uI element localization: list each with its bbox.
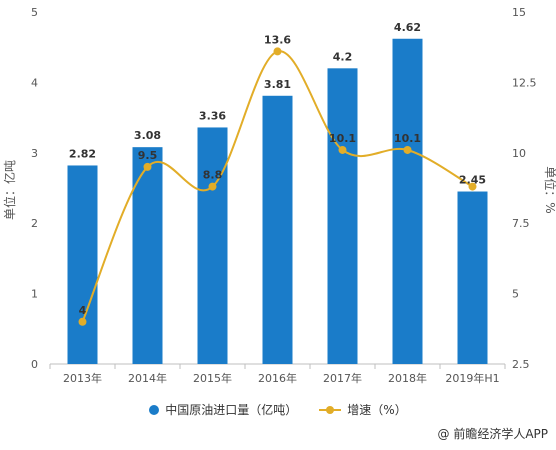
legend-line-label: 增速（%） (347, 403, 407, 417)
growth-point (208, 182, 217, 191)
legend-line-swatch (319, 405, 342, 415)
x-tick-label: 2014年 (128, 371, 167, 385)
growth-line-path (81, 50, 473, 323)
bar-value-label: 3.08 (134, 129, 161, 142)
source-credit: @ 前瞻经济学人APP (438, 425, 549, 442)
bars (67, 38, 488, 365)
y-left-tick-label: 0 (31, 358, 38, 371)
growth-point (273, 47, 282, 56)
growth-value-label: 4 (79, 304, 87, 317)
bar-value-label: 2.45 (459, 174, 486, 187)
y-left-tick-label: 5 (31, 6, 38, 19)
growth-value-label: 9.5 (138, 149, 158, 162)
bar (132, 147, 163, 364)
bar (327, 68, 358, 364)
y-left-tick-label: 3 (31, 147, 38, 160)
y-axis-left-title: 单位：亿吨 (2, 160, 17, 220)
legend-item-import: 中国原油进口量（亿吨） (149, 401, 297, 418)
x-tick-label: 2015年 (193, 371, 232, 385)
y-right-tick-label: 7.5 (512, 217, 530, 230)
y-left-tick-label: 1 (31, 288, 38, 301)
axes: 2013年 2014年 2015年 2016年 2017年 2018年 2019年H1012… (31, 6, 537, 385)
y-right-tick-label: 10 (512, 147, 526, 160)
bar (262, 95, 293, 364)
legend: 中国原油进口量（亿吨） 增速（%） (0, 401, 556, 418)
y-left-tick-label: 2 (31, 217, 38, 230)
y-right-tick-label: 15 (512, 6, 526, 19)
legend-bar-swatch (149, 404, 160, 415)
x-tick-label: 2018年 (388, 371, 427, 385)
bar-value-label: 4.62 (394, 21, 421, 34)
source-text: @ 前瞻经济学人APP (437, 427, 549, 441)
growth-point (78, 317, 87, 326)
bar (197, 127, 228, 365)
growth-line (78, 47, 477, 326)
bar-value-label: 4.2 (333, 50, 353, 63)
legend-bar-label: 中国原油进口量（亿吨） (165, 403, 298, 417)
y-right-tick-label: 12.5 (512, 76, 537, 89)
y-right-tick-label: 2.5 (512, 358, 530, 371)
bar-value-label: 3.36 (199, 109, 226, 122)
growth-point (468, 182, 477, 191)
growth-point (338, 145, 347, 154)
x-tick-label: 2013年 (63, 371, 102, 385)
y-axis-right-title: 单位：% (543, 166, 556, 213)
growth-value-label: 10.1 (394, 132, 421, 145)
bar (67, 165, 98, 364)
bar (457, 191, 488, 364)
y-right-tick-label: 5 (512, 288, 519, 301)
bar-value-label: 2.82 (69, 147, 96, 160)
growth-point (403, 145, 412, 154)
growth-value-label: 10.1 (329, 132, 356, 145)
chart-canvas: 2013年 2014年 2015年 2016年 2017年 2018年 2019年H1012… (2, 6, 556, 385)
x-tick-label: 2016年 (258, 371, 297, 385)
bar (392, 38, 423, 364)
growth-value-label: 13.6 (264, 33, 291, 46)
growth-value-label: 8.8 (203, 169, 223, 182)
growth-point (143, 162, 152, 171)
x-tick-label: 2019年H1 (445, 371, 499, 385)
data-labels: 2.82 3.08 3.36 3.81 4.2 4.62 2.45 4 9.5 8.8 13.6 10… (69, 21, 486, 317)
x-tick-label: 2017年 (323, 371, 362, 385)
bar-value-label: 3.81 (264, 78, 291, 91)
y-left-tick-label: 4 (31, 76, 38, 89)
legend-item-growth: 增速（%） (319, 401, 407, 418)
